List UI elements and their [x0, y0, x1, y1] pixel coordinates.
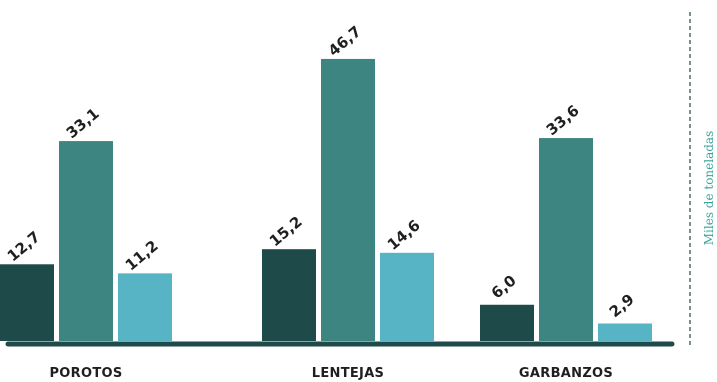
bar-garbanzos-3	[598, 323, 652, 341]
category-label-garbanzos: GARBANZOS	[519, 366, 613, 381]
value-label-garbanzos-1: 6,0	[488, 271, 520, 302]
y-axis-label: Miles de toneladas	[702, 131, 716, 246]
value-label-lentejas-3: 14,6	[384, 216, 424, 254]
category-label-porotos: POROTOS	[49, 366, 122, 381]
bar-garbanzos-2	[539, 138, 593, 341]
category-label-lentejas: LENTEJAS	[312, 366, 384, 381]
bar-garbanzos-1	[480, 304, 534, 341]
value-label-porotos-1: 12,7	[4, 228, 44, 266]
value-label-garbanzos-2: 33,6	[543, 101, 583, 139]
bar-lentejas-3	[380, 252, 434, 341]
bars-group	[0, 58, 652, 341]
bar-porotos-1	[0, 264, 54, 341]
value-label-garbanzos-3: 2,9	[606, 290, 638, 321]
bar-lentejas-2	[321, 58, 375, 341]
bar-lentejas-1	[262, 249, 316, 341]
bar-porotos-2	[59, 141, 113, 341]
value-label-porotos-3: 11,2	[122, 237, 162, 275]
category-labels-group: POROTOS LENTEJAS GARBANZOS	[49, 366, 613, 381]
value-label-lentejas-2: 46,7	[325, 22, 365, 60]
value-label-porotos-2: 33,1	[63, 104, 103, 142]
value-label-lentejas-1: 15,2	[266, 213, 306, 251]
bar-porotos-3	[118, 273, 172, 341]
